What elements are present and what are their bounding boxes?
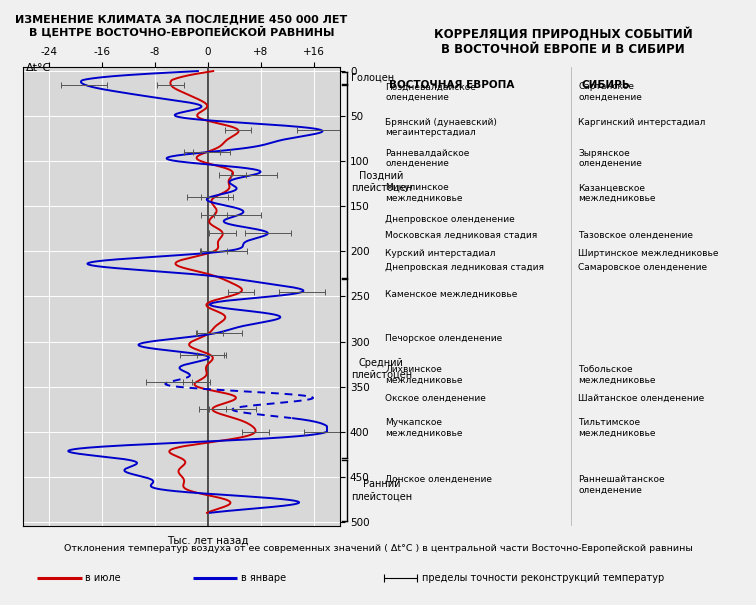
Text: Лихвинское
межледниковье: Лихвинское межледниковье (386, 365, 463, 385)
Text: Казанцевское
межледниковье: Казанцевское межледниковье (578, 183, 655, 203)
Text: в январе: в январе (241, 573, 286, 583)
Text: Московская ледниковая стадия: Московская ледниковая стадия (386, 231, 538, 240)
Text: Донское оленденение: Донское оленденение (386, 475, 492, 484)
Text: Раннешайтанское
оленденение: Раннешайтанское оленденение (578, 475, 665, 494)
Text: в июле: в июле (85, 573, 121, 583)
Text: Днепровская ледниковая стадия: Днепровская ледниковая стадия (386, 263, 544, 272)
Text: Сартанское
оленденение: Сартанское оленденение (578, 82, 642, 102)
Text: Тильтимское
межледниковье: Тильтимское межледниковье (578, 419, 655, 438)
Text: Δt°C: Δt°C (26, 64, 51, 73)
Text: Каргинский интерстадиал: Каргинский интерстадиал (578, 118, 705, 127)
Text: Мучкапское
межледниковье: Мучкапское межледниковье (386, 419, 463, 438)
Text: Курский интерстадиал: Курский интерстадиал (386, 249, 496, 258)
Text: Микулинское
межледниковье: Микулинское межледниковье (386, 183, 463, 203)
Text: Печорское оленденение: Печорское оленденение (386, 333, 503, 342)
Text: Брянский (дунаевский)
мегаинтерстадиал: Брянский (дунаевский) мегаинтерстадиал (386, 118, 497, 137)
Text: Самаровское оленденение: Самаровское оленденение (578, 263, 707, 272)
Text: Тыс. лет назад: Тыс. лет назад (167, 535, 249, 545)
Text: Тобольское
межледниковье: Тобольское межледниковье (578, 365, 655, 385)
Text: СИБИРЬ: СИБИРЬ (582, 80, 631, 90)
Text: Средний
плейстоцен: Средний плейстоцен (351, 358, 412, 379)
Text: Голоцен: Голоцен (351, 73, 394, 83)
Text: Ранний
плейстоцен: Ранний плейстоцен (351, 480, 412, 501)
Text: Поздний
плейстоцен: Поздний плейстоцен (351, 171, 412, 192)
Text: Зырянское
оленденение: Зырянское оленденение (578, 149, 642, 168)
Text: Тазовское оленденение: Тазовское оленденение (578, 231, 693, 240)
Text: Шайтанское оленденение: Шайтанское оленденение (578, 394, 705, 403)
Text: Каменское межледниковье: Каменское межледниковье (386, 289, 518, 298)
Text: ВОСТОЧНАЯ ЕВРОПА: ВОСТОЧНАЯ ЕВРОПА (389, 80, 515, 90)
Text: Отклонения температур воздуха от ее современных значений ( Δt°C ) в центральной : Отклонения температур воздуха от ее совр… (64, 543, 692, 552)
Title: ИЗМЕНЕНИЕ КЛИМАТА ЗА ПОСЛЕДНИЕ 450 000 ЛЕТ
В ЦЕНТРЕ ВОСТОЧНО-ЕВРОПЕЙСКОЙ РАВНИНЫ: ИЗМЕНЕНИЕ КЛИМАТА ЗА ПОСЛЕДНИЕ 450 000 Л… (15, 15, 348, 38)
Text: Ширтинское межледниковье: Ширтинское межледниковье (578, 249, 718, 258)
Title: КОРРЕЛЯЦИЯ ПРИРОДНЫХ СОБЫТИЙ
В ВОСТОЧНОЙ ЕВРОПЕ И В СИБИРИ: КОРРЕЛЯЦИЯ ПРИРОДНЫХ СОБЫТИЙ В ВОСТОЧНОЙ… (434, 27, 692, 56)
Text: Ранневалдайское
оленденение: Ранневалдайское оленденение (386, 149, 469, 168)
Text: Днепровское оленденение: Днепровское оленденение (386, 215, 515, 224)
Text: Окское оленденение: Окское оленденение (386, 394, 486, 403)
Text: Поздневалдайское
оленденение: Поздневалдайское оленденение (386, 82, 476, 102)
Text: пределы точности реконструкций температур: пределы точности реконструкций температу… (423, 573, 665, 583)
